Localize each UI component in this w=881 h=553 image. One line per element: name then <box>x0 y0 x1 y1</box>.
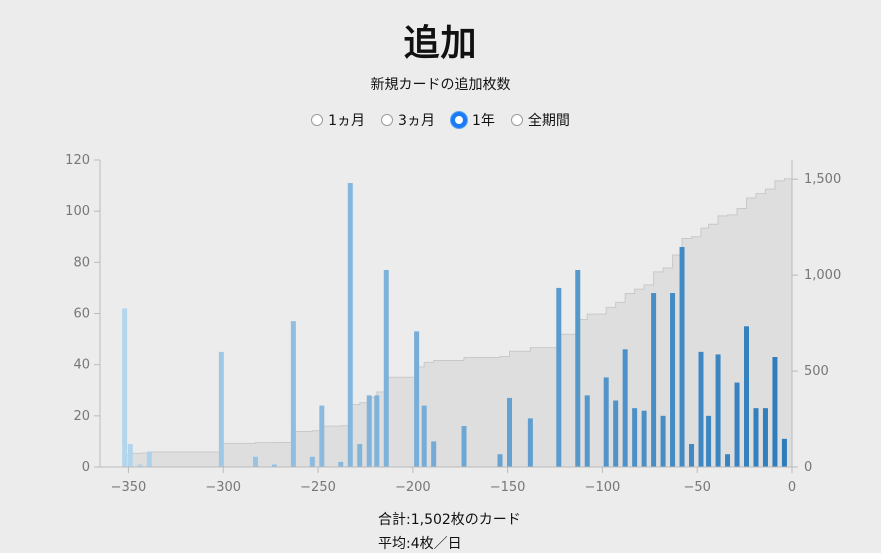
x-tick-label: 0 <box>788 480 796 495</box>
bar <box>290 321 296 467</box>
bar <box>762 408 768 467</box>
bar <box>122 308 128 467</box>
radio-3-months[interactable] <box>381 114 394 126</box>
bar <box>383 270 389 467</box>
bar <box>366 395 372 467</box>
cumulative-area <box>100 178 792 467</box>
bar <box>781 438 787 467</box>
bar <box>461 426 467 467</box>
bar <box>725 454 731 467</box>
range-option-1-year[interactable]: 1年 <box>450 110 495 130</box>
bar <box>632 408 638 467</box>
y2-tick-label: 500 <box>804 364 829 379</box>
bar <box>641 410 647 467</box>
bar <box>127 443 133 467</box>
total-summary: 合計:1,502枚のカード <box>378 509 521 529</box>
x-tick-label: −200 <box>395 480 431 495</box>
x-tick-label: −250 <box>300 480 336 495</box>
bar <box>414 331 420 467</box>
y-tick-label: 40 <box>73 358 90 373</box>
bar <box>743 326 749 467</box>
bar <box>734 382 740 467</box>
bar <box>431 441 437 467</box>
bar <box>252 456 258 467</box>
bar <box>753 408 759 467</box>
bar <box>698 351 704 467</box>
bar <box>357 443 363 467</box>
y-tick-label: 20 <box>73 409 90 424</box>
bar <box>421 405 427 467</box>
bar <box>613 400 619 467</box>
average-label: 平均: <box>378 536 411 552</box>
bar <box>679 246 685 467</box>
x-tick-label: −50 <box>683 480 710 495</box>
average-summary: 平均:4枚／日 <box>378 533 462 553</box>
average-value: 4枚／日 <box>410 536 462 552</box>
bar <box>715 354 721 467</box>
bar <box>772 356 778 467</box>
range-label-3-months: 3ヵ月 <box>398 113 435 129</box>
bar <box>338 461 344 467</box>
y-tick-label: 60 <box>73 307 90 322</box>
bar <box>146 451 152 467</box>
total-value: 1,502枚のカード <box>410 512 521 528</box>
x-tick-label: −300 <box>205 480 241 495</box>
x-tick-label: −350 <box>111 480 147 495</box>
y2-tick-label: 1,500 <box>804 172 841 187</box>
total-label: 合計: <box>378 512 411 528</box>
bar <box>271 464 277 467</box>
bar <box>319 405 325 467</box>
bar <box>670 293 676 467</box>
y-tick-label: 100 <box>65 204 90 219</box>
radio-all[interactable] <box>510 114 523 126</box>
bar <box>374 395 380 467</box>
range-selector: 1ヵ月 3ヵ月 1年 全期間 <box>0 110 881 130</box>
radio-1-year[interactable] <box>450 112 467 128</box>
radio-1-month[interactable] <box>311 114 324 126</box>
range-option-1-month[interactable]: 1ヵ月 <box>311 110 365 130</box>
bar <box>309 456 315 467</box>
bar <box>347 183 353 467</box>
y-tick-label: 80 <box>73 255 90 270</box>
range-option-3-months[interactable]: 3ヵ月 <box>381 110 435 130</box>
bar <box>527 418 533 467</box>
page-subtitle: 新規カードの追加枚数 <box>370 77 511 93</box>
bar <box>651 293 657 467</box>
x-tick-label: −100 <box>585 480 621 495</box>
bar <box>706 415 712 467</box>
range-label-all: 全期間 <box>527 113 570 129</box>
added-cards-chart: 0 20 40 60 80 100 120 0 500 1,000 1,500 −350 −300 −25… <box>65 153 841 495</box>
range-label-1-month: 1ヵ月 <box>328 113 366 129</box>
bar <box>689 443 695 467</box>
y-tick-label: 120 <box>65 153 90 168</box>
range-label-1-year: 1年 <box>471 113 495 129</box>
bar <box>497 454 503 467</box>
x-tick-label: −150 <box>490 480 526 495</box>
y-tick-label: 0 <box>82 460 90 475</box>
bar <box>603 377 609 467</box>
range-option-all[interactable]: 全期間 <box>510 110 570 130</box>
bar <box>507 397 513 467</box>
bar <box>556 287 562 467</box>
bar <box>584 395 590 467</box>
bar <box>575 270 581 467</box>
bar <box>137 464 143 467</box>
y2-tick-label: 0 <box>804 460 812 475</box>
y2-tick-label: 1,000 <box>804 268 841 283</box>
page-title: 追加 <box>403 23 478 64</box>
bar <box>660 415 666 467</box>
bar <box>622 349 628 467</box>
bar <box>218 351 224 467</box>
